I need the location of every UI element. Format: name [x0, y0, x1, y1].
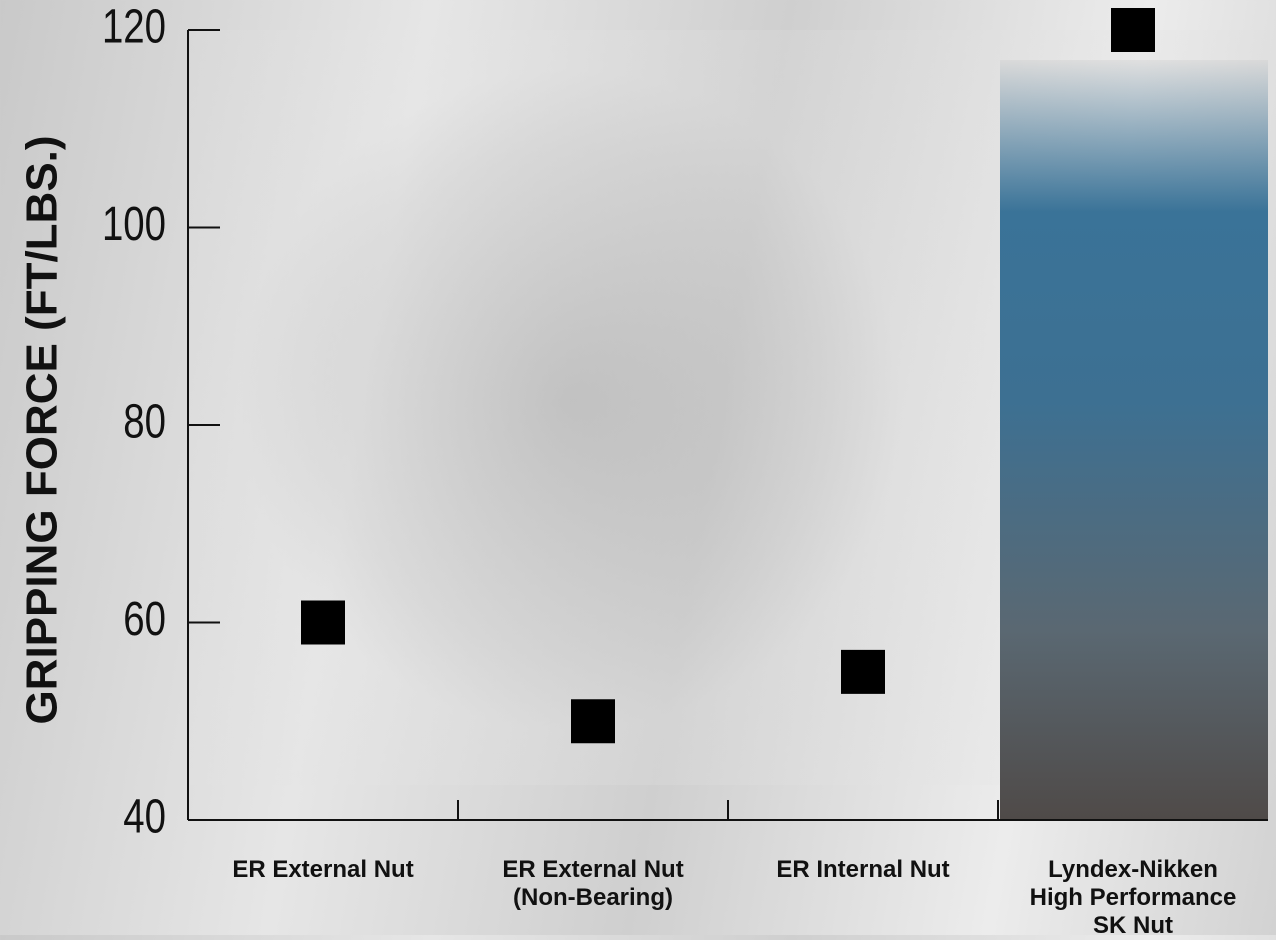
y-tick-label: 40 — [123, 791, 166, 844]
x-tick-label: Lyndex-Nikken High Performance SK Nut — [1029, 856, 1237, 939]
x-tick-label: ER External Nut (Non-Bearing) — [502, 856, 684, 911]
x-tick-label: ER External Nut — [232, 856, 414, 883]
highlight-column — [1000, 60, 1268, 820]
marker — [571, 699, 615, 744]
y-tick-label: 100 — [102, 198, 166, 251]
marker — [1111, 8, 1155, 52]
marker — [841, 649, 885, 694]
y-axis-title: GRIPPING FORCE (FT/LBS.) — [18, 135, 67, 724]
y-tick-label: 80 — [123, 396, 166, 449]
y-tick-label: 120 — [102, 1, 166, 54]
x-tick-label: ER Internal Nut — [776, 856, 950, 883]
marker — [301, 600, 345, 645]
y-tick-label: 60 — [123, 593, 166, 646]
